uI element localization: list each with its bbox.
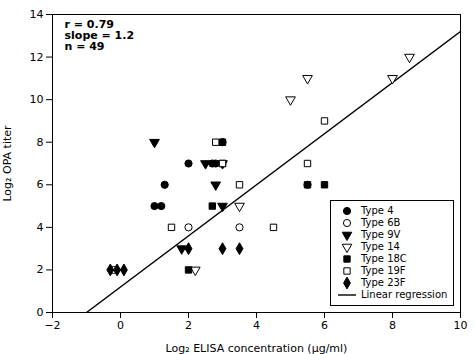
html-text:Type 23F: Type 23F	[361, 277, 406, 288]
svg-text:Log₂ OPA titer: Log₂ OPA titer	[1, 125, 14, 202]
svg-text:12: 12	[30, 51, 44, 64]
svg-text:Log₂ ELISA concentration (μg/m: Log₂ ELISA concentration (μg/ml)	[166, 342, 348, 354]
svg-text:2: 2	[185, 319, 192, 332]
svg-text:2: 2	[37, 263, 44, 276]
html-text:Type 4: Type 4	[361, 205, 394, 216]
svg-text:10: 10	[30, 93, 44, 106]
svg-text:−2: −2	[44, 319, 60, 332]
svg-text:0: 0	[37, 306, 44, 319]
svg-text:0: 0	[117, 319, 124, 332]
svg-text:8: 8	[37, 136, 44, 149]
svg-text:6: 6	[321, 319, 328, 332]
svg-text:4: 4	[253, 319, 260, 332]
html-text:Linear regression: Linear regression	[361, 289, 448, 300]
svg-text:10: 10	[454, 319, 468, 332]
svg-text:6: 6	[37, 178, 44, 191]
svg-text:8: 8	[389, 319, 396, 332]
html-text:Type 19F: Type 19F	[361, 265, 406, 276]
html-text:Type 9V: Type 9V	[361, 229, 401, 240]
html-text:Type 14: Type 14	[361, 241, 400, 252]
svg-text:r = 0.79slope = 1.2n = 49: r = 0.79slope = 1.2n = 49	[65, 18, 135, 53]
html-text:Type 18C: Type 18C	[361, 253, 407, 264]
svg-text:4: 4	[37, 221, 44, 234]
html-text:Type 6B: Type 6B	[361, 217, 401, 228]
svg-text:14: 14	[30, 8, 44, 21]
